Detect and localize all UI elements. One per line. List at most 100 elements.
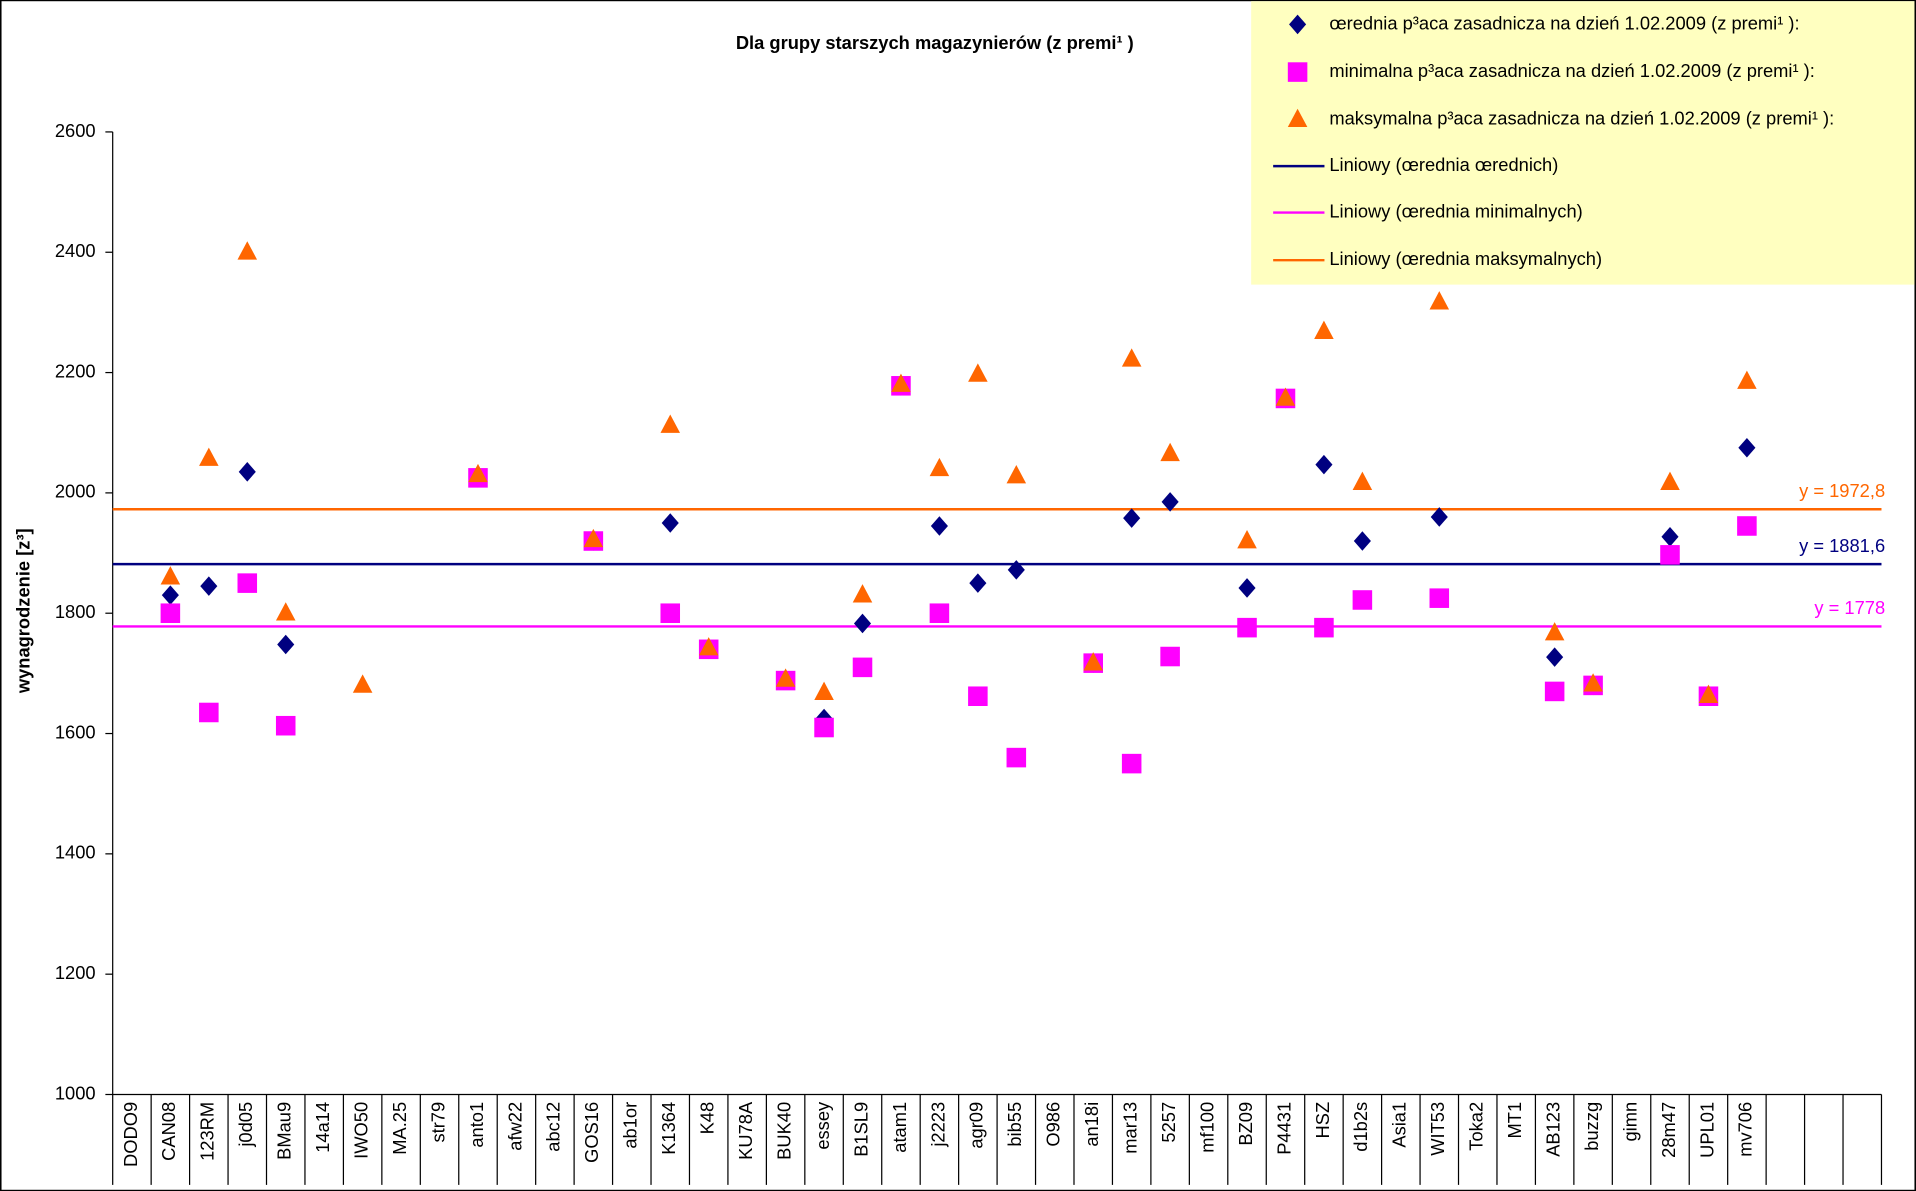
data-point (1237, 530, 1257, 549)
trendline-label: y = 1972,8 (1799, 480, 1885, 501)
data-point (968, 363, 988, 382)
data-point (275, 715, 296, 736)
data-point (929, 603, 950, 623)
x-tick-label: 123RM (197, 1102, 218, 1161)
data-point (1006, 465, 1027, 484)
data-point (891, 373, 911, 392)
data-point (1315, 454, 1333, 475)
x-tick-label: abc12 (543, 1102, 564, 1152)
data-point (1352, 590, 1373, 610)
legend-label: Liniowy (œrednia maksymalnych) (1329, 248, 1602, 269)
data-point (1160, 442, 1180, 462)
x-tick-label: AB123 (1542, 1102, 1563, 1157)
data-point (199, 447, 219, 466)
y-tick-label: 1600 (55, 721, 96, 742)
x-tick-label: GOS16 (581, 1102, 602, 1163)
data-point (1314, 617, 1334, 638)
y-tick-label: 2200 (55, 360, 96, 381)
data-point (1160, 646, 1180, 667)
x-tick-label: j0d05 (235, 1102, 256, 1148)
data-point (1353, 531, 1371, 551)
data-point (237, 241, 258, 260)
data-point (275, 602, 296, 621)
data-point (237, 573, 258, 593)
data-point (583, 528, 604, 548)
data-point (969, 573, 987, 593)
data-point (852, 657, 873, 678)
x-tick-label: B1SL9 (850, 1102, 871, 1157)
data-point (1544, 622, 1565, 641)
trendline-label: y = 1881,6 (1799, 535, 1885, 556)
data-point (277, 634, 295, 655)
data-point (1238, 578, 1256, 598)
data-point (1275, 387, 1296, 406)
legend-label: maksymalna p³aca zasadnicza na dzień 1.0… (1329, 108, 1834, 129)
x-tick-label: MT1 (1504, 1102, 1525, 1139)
x-tick-label: BUK40 (773, 1102, 794, 1160)
x-tick-label: P4431 (1273, 1102, 1294, 1155)
x-tick-label: essey (812, 1101, 833, 1150)
legend-label: minimalna p³aca zasadnicza na dzień 1.02… (1329, 60, 1815, 81)
data-point (660, 603, 681, 623)
legend-marker (1287, 62, 1308, 82)
data-point (1546, 647, 1564, 667)
data-point (1121, 348, 1142, 367)
x-tick-label: j2223 (927, 1102, 948, 1148)
legend-label: Liniowy (œrednia minimalnych) (1329, 200, 1582, 221)
data-point (161, 585, 179, 605)
data-point (698, 637, 719, 656)
x-tick-label: KU78A (735, 1101, 756, 1160)
data-point (1429, 291, 1450, 310)
y-tick-label: 2400 (55, 240, 96, 261)
x-tick-label: 28m47 (1658, 1102, 1679, 1158)
data-point (1429, 588, 1450, 608)
chart-title: Dla grupy starszych magazynierów (z prem… (736, 32, 1134, 53)
x-tick-label: buzzg (1581, 1102, 1602, 1151)
x-tick-label: afw22 (504, 1102, 525, 1151)
data-point (1123, 508, 1141, 528)
y-tick-label: 2600 (55, 120, 96, 141)
x-tick-label: Toka2 (1466, 1102, 1487, 1151)
x-tick-label: 5257 (1158, 1102, 1179, 1143)
data-point (1698, 684, 1719, 703)
data-point (1161, 492, 1179, 512)
data-point (1737, 370, 1757, 389)
data-point (1083, 652, 1103, 671)
x-tick-label: Asia1 (1389, 1102, 1410, 1148)
x-tick-label: DODO9 (120, 1102, 141, 1167)
x-tick-label: d1b2s (1350, 1102, 1371, 1152)
x-tick-label: atam1 (889, 1102, 910, 1153)
x-tick-label: an18i (1081, 1102, 1102, 1147)
legend-label: Liniowy (œrednia œrednich) (1329, 154, 1558, 175)
x-tick-label: K48 (697, 1102, 718, 1135)
data-point (775, 668, 796, 687)
x-tick-label: BZ09 (1235, 1102, 1256, 1146)
x-tick-label: K1364 (658, 1102, 679, 1155)
data-point (930, 516, 948, 536)
data-point (1007, 560, 1025, 580)
y-tick-label: 1400 (55, 842, 96, 863)
data-point (1583, 673, 1603, 692)
x-tick-label: CAN08 (158, 1102, 179, 1161)
data-point (853, 613, 872, 634)
x-tick-label: WIT53 (1427, 1102, 1448, 1156)
y-tick-label: 2000 (55, 481, 96, 502)
data-point (1660, 545, 1680, 565)
data-point (814, 681, 834, 700)
y-tick-label: 1200 (55, 962, 96, 983)
data-point (814, 717, 834, 738)
data-point (1661, 527, 1679, 547)
data-point (852, 584, 873, 603)
legend-label: œrednia p³aca zasadnicza na dzień 1.02.2… (1329, 12, 1799, 33)
data-point (1314, 320, 1334, 339)
data-point (1544, 681, 1565, 702)
data-point (199, 702, 219, 723)
x-tick-label: IWO50 (350, 1102, 371, 1159)
x-tick-label: mar13 (1120, 1102, 1141, 1154)
data-point (1006, 747, 1027, 768)
x-tick-label: bib55 (1004, 1102, 1025, 1147)
x-tick-label: MA.25 (389, 1102, 410, 1155)
x-tick-label: anto1 (466, 1102, 487, 1148)
data-point (160, 566, 181, 585)
